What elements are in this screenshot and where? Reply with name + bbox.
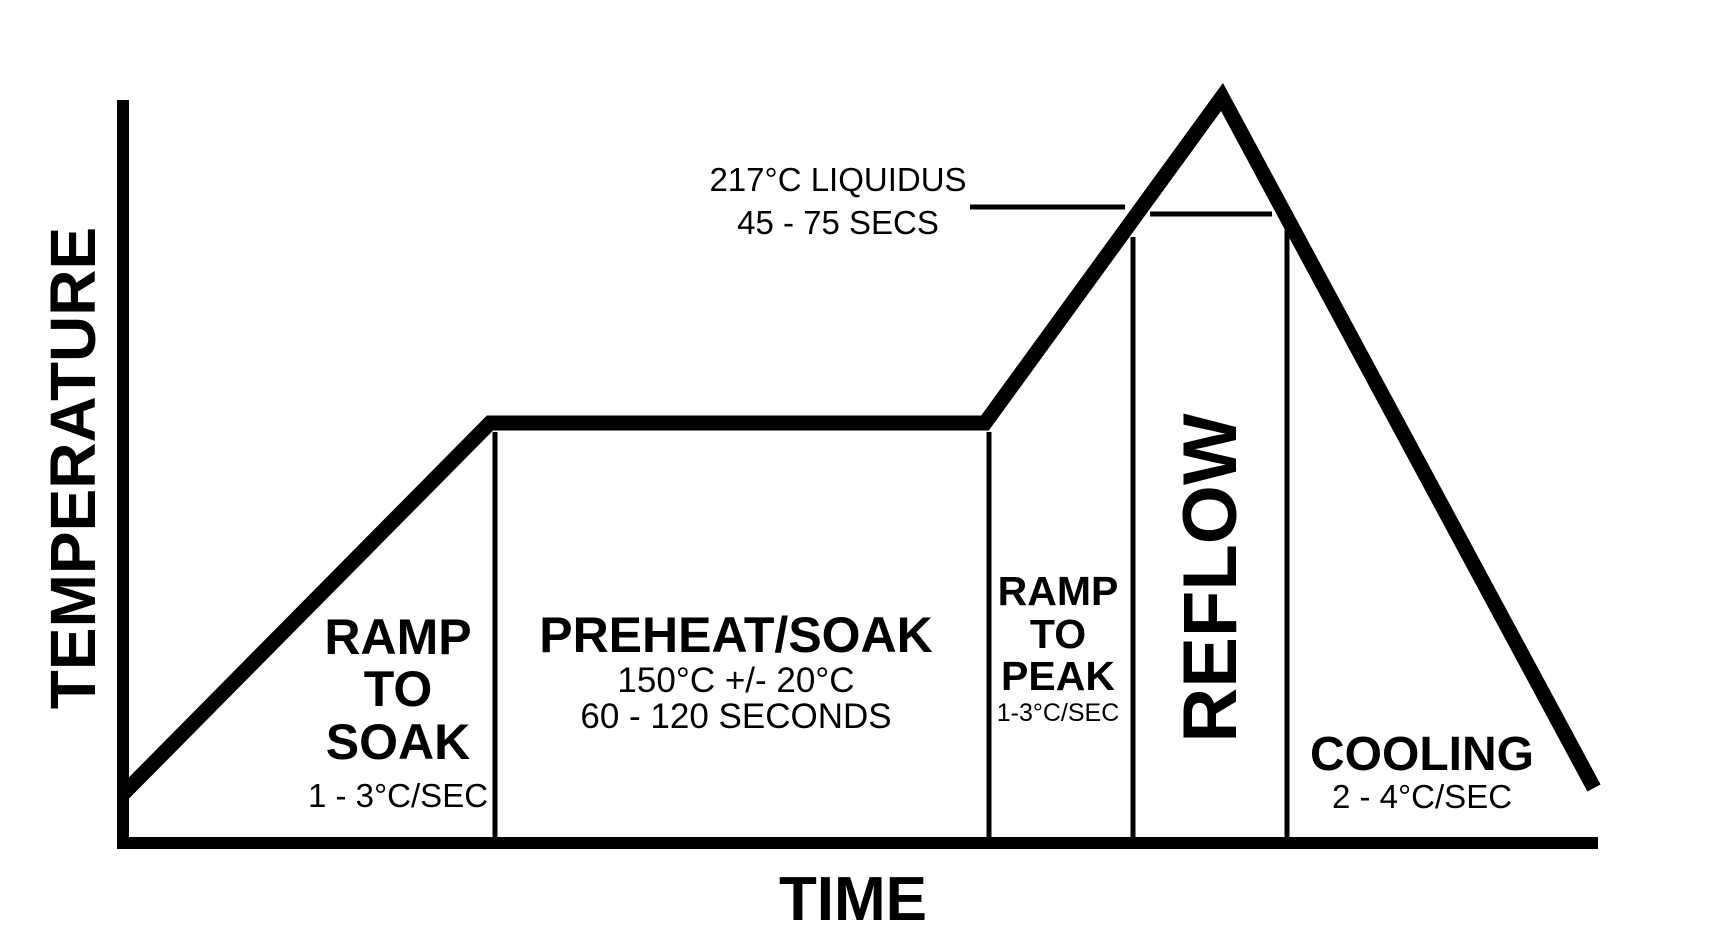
preheat-soak-duration: 60 - 120 SECONDS (580, 697, 891, 736)
cooling-title: COOLING (1310, 728, 1534, 781)
preheat-soak-temp: 150°C +/- 20°C (617, 661, 854, 700)
temperature-profile-curve (117, 82, 1601, 800)
liquidus-temp-label: 217°C LIQUIDUS (709, 161, 966, 198)
y-axis-label: TEMPERATURE (37, 227, 109, 709)
cooling-rate: 2 - 4°C/SEC (1332, 778, 1512, 815)
x-axis-label: TIME (779, 865, 927, 930)
ramp-to-soak-title-line-3: SOAK (326, 714, 470, 770)
preheat-soak-title: PREHEAT/SOAK (539, 607, 933, 663)
liquidus-time-label: 45 - 75 SECS (737, 204, 939, 241)
ramp-to-peak-title-line-3: PEAK (1001, 653, 1115, 699)
ramp-to-peak-title-line-1: RAMP (998, 568, 1119, 614)
ramp-to-peak-rate: 1-3°C/SEC (997, 699, 1120, 727)
ramp-to-soak-title-line-2: TO (364, 661, 433, 717)
ramp-to-soak-rate: 1 - 3°C/SEC (308, 777, 488, 814)
ramp-to-soak-title-line-1: RAMP (324, 609, 471, 665)
ramp-to-peak-title-line-2: TO (1030, 611, 1086, 657)
reflow-title: REFLOW (1168, 413, 1253, 743)
